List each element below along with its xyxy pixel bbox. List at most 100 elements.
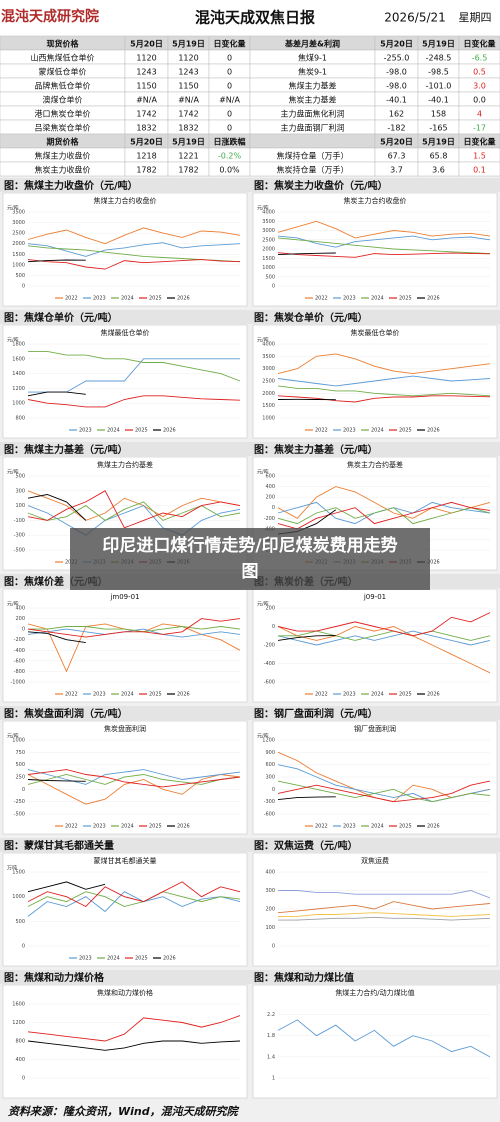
caption: 图：焦炭主力基差（元/吨） [254, 443, 378, 456]
header-text: 日涨跌幅 [214, 137, 246, 147]
y-tick-label: -800 [14, 669, 25, 675]
header-text: 5月19日 [422, 138, 455, 147]
series-line [277, 235, 491, 248]
y-tick-label: 500 [15, 762, 25, 768]
y-tick-label: 2500 [262, 379, 275, 385]
series-line [27, 1040, 241, 1051]
y-tick-label: 0 [272, 505, 275, 511]
unit: 元/吨 [257, 469, 269, 476]
chart-box [252, 984, 498, 1099]
caption-bg [0, 706, 250, 720]
chart-box [252, 720, 498, 835]
header-text: 基差月差&利润 [284, 39, 340, 49]
legend-label: 2022 [65, 692, 78, 698]
cell-text: 3.6 [432, 166, 445, 175]
unit: 万吨 [7, 865, 17, 872]
y-tick-label: 500 [15, 474, 25, 480]
chart-box [2, 192, 248, 307]
y-tick-label: 1500 [262, 256, 275, 262]
legend-label: 2025 [399, 296, 412, 302]
cell-text: 0.0 [473, 96, 486, 105]
cell-text: 主力盘面钢厂利润 [281, 123, 345, 133]
y-tick-label: -500 [14, 812, 25, 818]
legend-label: 2026 [427, 296, 440, 302]
y-tick-label: 2000 [12, 241, 25, 247]
title: 混沌天成双焦日报 [195, 9, 315, 27]
y-tick-label: 3000 [262, 366, 275, 372]
legend-label: 2023 [79, 956, 92, 962]
y-tick-label: -100 [14, 518, 25, 524]
chart-title: 焦煤主力合约/动力煤比值 [335, 988, 414, 997]
y-tick-label: 500 [265, 274, 275, 280]
y-tick-label: 600 [265, 474, 275, 480]
y-tick-label: 0 [272, 624, 275, 630]
legend-label: 2024 [371, 296, 384, 302]
chart-title: 焦炭盘面利润 [104, 724, 146, 733]
legend-label: 2025 [149, 824, 162, 830]
y-tick-label: 400 [15, 606, 25, 612]
y-tick-label: 3500 [262, 219, 275, 225]
unit: 元/吨 [257, 337, 269, 344]
y-tick-label: -300 [14, 533, 25, 539]
legend-label: 2023 [93, 824, 106, 830]
cell-text: -40.1 [386, 96, 407, 105]
series-line [27, 1015, 241, 1042]
y-tick-label: 2000 [262, 247, 275, 253]
y-tick-label: 1500 [12, 870, 25, 876]
caption: 图：焦煤主力基差（元/吨） [4, 443, 128, 456]
chart-title: 蒙煤甘其毛都通关量 [94, 856, 157, 865]
y-tick-label: 800 [15, 416, 25, 422]
y-tick-label: 1500 [262, 403, 275, 409]
y-tick-label: 300 [15, 488, 25, 494]
series-line [27, 242, 241, 257]
caption-bg [250, 310, 500, 324]
y-tick-label: 750 [15, 750, 25, 756]
y-tick-label: 600 [265, 762, 275, 768]
legend-label: 2023 [93, 692, 106, 698]
y-tick-label: -400 [14, 648, 25, 654]
header-text: 现货价格 [47, 39, 80, 49]
chart-box [2, 984, 248, 1099]
legend-label: 2026 [427, 692, 440, 698]
caption: 图：双焦运费（元/吨） [254, 839, 358, 852]
y-tick-label: 400 [265, 484, 275, 490]
y-tick-label: 400 [15, 1057, 25, 1063]
series-line [27, 618, 241, 638]
cell-text: 焦炭主力基差 [289, 95, 337, 105]
unit: 元/吨 [7, 601, 19, 608]
chart-box [252, 192, 498, 307]
y-tick-label: 1 [272, 1076, 275, 1082]
cell-text: 主力盘面焦化利润 [281, 109, 345, 119]
legend-label: 2024 [121, 824, 134, 830]
cell-text: 焦煤9-1 [298, 53, 327, 63]
series-line [27, 505, 241, 536]
caption: 图：焦煤主力收盘价（元/吨） [4, 179, 138, 192]
y-tick-label: 0 [272, 284, 275, 290]
cell-text: 162 [389, 110, 404, 119]
series-line [277, 901, 491, 914]
legend-label: 2026 [177, 692, 190, 698]
unit: 元/吨 [257, 601, 269, 608]
y-tick-label: 1000 [12, 401, 25, 407]
series-line [277, 1019, 491, 1058]
cell-text: -40.1 [428, 96, 449, 105]
legend-label: 2025 [149, 296, 162, 302]
legend-label: 2022 [315, 824, 328, 830]
cell-text: 港口焦炭仓单价 [35, 109, 91, 119]
series-line [27, 259, 86, 263]
y-tick-label: 200 [265, 495, 275, 501]
header-text: 日变化量 [464, 137, 496, 147]
unit: 元/吨 [257, 205, 269, 212]
y-tick-label: 3000 [12, 220, 25, 226]
legend-label: 2023 [93, 296, 106, 302]
y-tick-label: 100 [265, 925, 275, 931]
chart-title: 焦煤最低仓单价 [101, 328, 150, 337]
caption: 图：焦煤仓单价（元/吨） [4, 311, 118, 324]
chart-box [2, 852, 248, 967]
legend-label: 2026 [163, 428, 176, 434]
header-cell [249, 133, 376, 149]
chart-title: 焦炭最低仓单价 [351, 328, 400, 337]
y-tick-label: 0 [22, 627, 25, 633]
cell-text: 4 [477, 110, 482, 119]
y-tick-label: 1000 [12, 262, 25, 268]
